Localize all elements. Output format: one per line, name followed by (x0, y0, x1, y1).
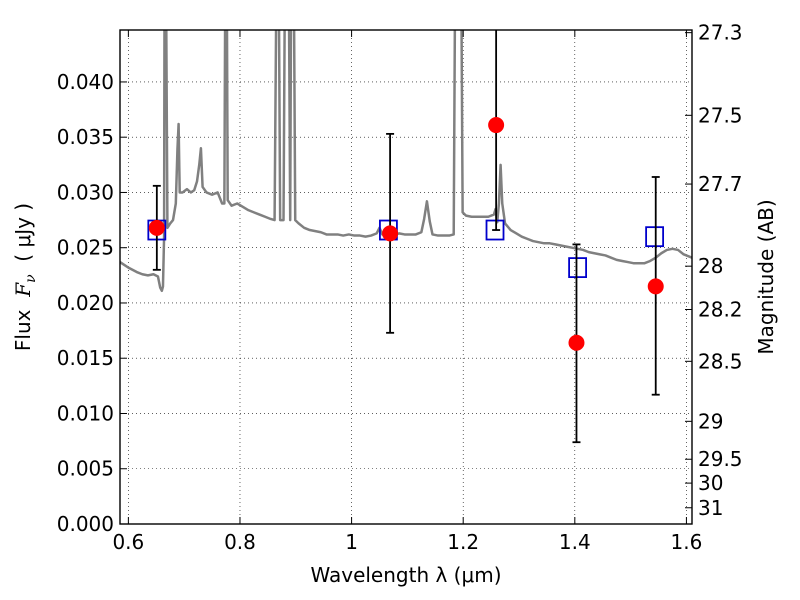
observed-flux-point (568, 334, 585, 351)
y-tick-label: 0.000 (57, 512, 114, 536)
plot-area (120, 30, 692, 444)
y-axis-title-unit: ( μJy ) (11, 203, 35, 275)
y-tick-label: 0.025 (57, 236, 114, 260)
observed-flux-point (382, 225, 399, 242)
model-flux-square (568, 257, 587, 279)
y-tick-label: 0.040 (57, 70, 114, 94)
y-tick-label: 0.015 (57, 346, 114, 370)
x-tick-label: 1.2 (447, 530, 479, 554)
model-spectrum-line (120, 30, 692, 293)
x-tick-label: 1.4 (559, 530, 591, 554)
y-axis-title: Flux Fν ( μJy ) (11, 203, 39, 351)
y-tick-label: 0.010 (57, 401, 114, 425)
observed-flux-point (488, 117, 505, 134)
y-tick-label: 0.005 (57, 457, 114, 481)
plot-frame (119, 29, 693, 525)
y2-tick-label: 28.5 (698, 349, 743, 373)
grid (120, 30, 692, 525)
y2-tick-label: 27.5 (698, 103, 743, 127)
axis-ticks: 0.6 0.8 1 1.2 1.4 1.6 0.000 0.005 0.010 0.015 0.02… (57, 21, 743, 554)
x-tick-label: 1.6 (671, 530, 703, 554)
y2-tick-label: 29.5 (698, 447, 743, 471)
y2-tick-label: 30 (698, 471, 723, 495)
y-tick-label: 0.030 (57, 180, 114, 204)
observed-flux-point (148, 219, 165, 236)
x-axis-title: Wavelength λ (μm) (310, 563, 501, 587)
x-tick-label: 0.8 (224, 530, 256, 554)
y2-tick-label: 28 (698, 254, 723, 278)
y-axis-title-prefix: Flux (11, 297, 35, 351)
model-flux-square (645, 226, 665, 248)
y2-tick-label: 27.3 (698, 21, 743, 45)
y-tick-label: 0.035 (57, 125, 114, 149)
observed-flux-point (647, 278, 664, 295)
x-tick-label: 1 (345, 530, 358, 554)
x-tick-label: 0.6 (112, 530, 144, 554)
y2-tick-label: 31 (698, 496, 723, 520)
y-axis-title-subscript: ν (23, 274, 39, 283)
y2-tick-label: 27.7 (698, 172, 743, 196)
y2-axis-title: Magnitude (AB) (754, 199, 778, 354)
y-tick-label: 0.020 (57, 291, 114, 315)
y-axis-title-symbol: F (11, 282, 35, 298)
model-flux-square (485, 219, 505, 241)
y2-tick-label: 29 (698, 409, 723, 433)
y2-tick-label: 28.2 (698, 297, 743, 321)
